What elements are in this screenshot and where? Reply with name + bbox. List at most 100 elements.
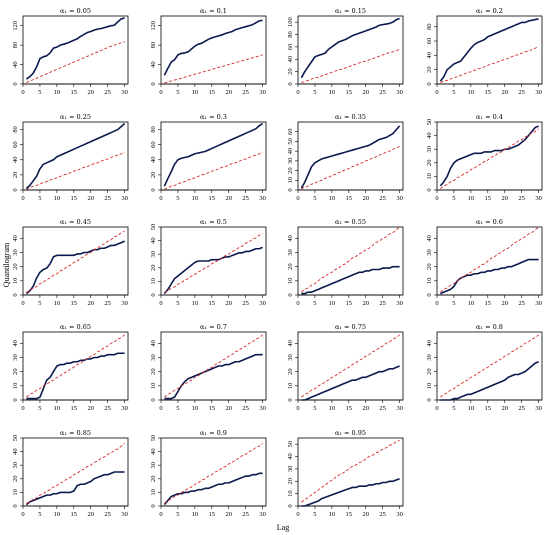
quantilogram-series-line bbox=[440, 258, 539, 295]
quantilogram-series-line bbox=[300, 17, 400, 79]
x-tick-label: 0 bbox=[296, 89, 299, 96]
x-tick-label: 0 bbox=[159, 405, 162, 412]
plot-frame bbox=[297, 226, 404, 296]
x-tick-label: 0 bbox=[296, 300, 299, 307]
x-tick-label: 10 bbox=[192, 195, 199, 202]
panel-16: α₁ = 0.8 0 5 10 15 20 25 30 0 10 20 30 40 bbox=[426, 323, 543, 412]
plot-frame bbox=[160, 226, 267, 296]
x-tick-label: 10 bbox=[329, 511, 336, 518]
y-tick-label: 50 bbox=[287, 138, 294, 145]
x-tick-label: 25 bbox=[242, 405, 249, 412]
plot-frame bbox=[436, 121, 543, 191]
quantilogram-series-line bbox=[25, 122, 126, 190]
x-tick-label: 20 bbox=[87, 195, 94, 202]
panel-5: α₁ = 0.25 0 5 10 15 20 25 30 0 20 40 60 80 bbox=[12, 113, 129, 202]
panel-4: α₁ = 0.2 0 5 10 15 20 25 30 0 20 40 60 80 bbox=[426, 7, 543, 96]
y-tick-label: 30 bbox=[12, 462, 19, 469]
quantilogram-series-line bbox=[25, 471, 125, 506]
y-tick-label: 80 bbox=[150, 126, 157, 133]
x-tick-label: 25 bbox=[104, 300, 111, 307]
panel-title: α₁ = 0.4 bbox=[476, 113, 503, 121]
panel-7: α₁ = 0.35 0 5 10 15 20 25 30 0 10 20 30 40 50 60 bbox=[287, 113, 404, 202]
x-tick-label: 25 bbox=[379, 195, 386, 202]
quantilogram-series-line bbox=[439, 125, 539, 187]
y-tick-label: 20 bbox=[150, 172, 157, 179]
x-tick-label: 15 bbox=[71, 300, 78, 307]
x-tick-label: 30 bbox=[535, 405, 542, 412]
x-tick-label: 0 bbox=[21, 89, 24, 96]
x-tick-label: 25 bbox=[379, 89, 386, 96]
y-tick-label: 0 bbox=[287, 293, 294, 296]
panel-19: α₁ = 0.95 0 5 10 15 20 25 30 0 10 20 30 40 50 bbox=[287, 429, 404, 518]
panel-2: α₁ = 0.1 0 5 10 15 20 25 30 0 40 80 120 bbox=[150, 7, 267, 96]
x-tick-label: 5 bbox=[313, 511, 316, 518]
x-tick-label: 15 bbox=[209, 405, 216, 412]
x-tick-label: 5 bbox=[313, 405, 316, 412]
plot-frame bbox=[297, 437, 404, 507]
y-tick-label: 0 bbox=[12, 398, 19, 401]
panel-9: α₁ = 0.45 0 5 10 15 20 25 30 0 10 20 30 40 bbox=[12, 218, 129, 307]
x-tick-label: 5 bbox=[452, 195, 455, 202]
y-tick-label: 30 bbox=[12, 249, 19, 256]
x-tick-label: 30 bbox=[259, 195, 266, 202]
plot-frame bbox=[436, 15, 543, 85]
plot-frame bbox=[22, 226, 129, 296]
y-tick-label: 80 bbox=[287, 31, 294, 38]
confidence-bound-line bbox=[26, 230, 125, 293]
quantilogram-series-line bbox=[301, 265, 400, 295]
x-tick-label: 20 bbox=[225, 89, 232, 96]
y-tick-label: 20 bbox=[426, 66, 433, 73]
y-tick-label: 30 bbox=[426, 249, 433, 256]
confidence-bound-line bbox=[164, 54, 263, 84]
panel-title: α₁ = 0.3 bbox=[200, 113, 227, 121]
x-tick-label: 10 bbox=[54, 405, 61, 412]
x-tick-label: 0 bbox=[159, 195, 162, 202]
y-tick-label: 40 bbox=[150, 157, 157, 164]
x-tick-label: 20 bbox=[225, 511, 232, 518]
x-tick-label: 10 bbox=[329, 405, 336, 412]
x-tick-label: 10 bbox=[468, 300, 475, 307]
x-tick-label: 25 bbox=[518, 405, 525, 412]
x-tick-label: 15 bbox=[209, 195, 216, 202]
x-tick-label: 10 bbox=[54, 511, 61, 518]
x-tick-label: 20 bbox=[501, 405, 508, 412]
x-tick-label: 30 bbox=[396, 89, 403, 96]
panel-3: α₁ = 0.15 0 5 10 15 20 25 30 0 20 40 60 80 100 bbox=[287, 7, 404, 96]
y-tick-label: 10 bbox=[150, 489, 157, 496]
quantilogram-series-line bbox=[25, 17, 125, 80]
x-tick-label: 30 bbox=[396, 300, 403, 307]
x-tick-label: 30 bbox=[396, 405, 403, 412]
y-tick-label: 30 bbox=[150, 354, 157, 361]
x-tick-label: 15 bbox=[209, 300, 216, 307]
y-tick-label: 0 bbox=[426, 398, 433, 401]
y-tick-label: 40 bbox=[426, 340, 433, 347]
y-tick-label: 40 bbox=[150, 448, 157, 455]
x-tick-label: 5 bbox=[452, 405, 455, 412]
y-tick-label: 20 bbox=[150, 265, 157, 272]
y-tick-label: 50 bbox=[150, 435, 157, 442]
x-tick-label: 15 bbox=[71, 195, 78, 202]
y-tick-label: 0 bbox=[426, 293, 433, 296]
y-tick-label: 60 bbox=[287, 44, 294, 51]
x-tick-label: 10 bbox=[329, 195, 336, 202]
quantilogram-series-line bbox=[164, 353, 263, 400]
plot-frame bbox=[22, 331, 129, 401]
y-tick-label: 40 bbox=[287, 453, 294, 460]
x-tick-label: 10 bbox=[54, 195, 61, 202]
x-tick-label: 25 bbox=[242, 300, 249, 307]
y-tick-label: 40 bbox=[426, 52, 433, 59]
y-tick-label: 40 bbox=[426, 235, 433, 242]
x-tick-label: 5 bbox=[176, 195, 179, 202]
panel-title: α₁ = 0.25 bbox=[60, 113, 91, 121]
panel-title: α₁ = 0.35 bbox=[335, 113, 366, 121]
y-tick-label: 30 bbox=[12, 354, 19, 361]
y-tick-label: 0 bbox=[287, 398, 294, 401]
y-tick-label: 20 bbox=[12, 263, 19, 270]
y-tick-label: 20 bbox=[287, 478, 294, 485]
x-tick-label: 25 bbox=[379, 300, 386, 307]
x-tick-label: 15 bbox=[209, 511, 216, 518]
y-tick-label: 20 bbox=[12, 172, 19, 179]
x-tick-label: 0 bbox=[21, 300, 24, 307]
x-tick-label: 20 bbox=[87, 405, 94, 412]
x-tick-label: 20 bbox=[501, 300, 508, 307]
